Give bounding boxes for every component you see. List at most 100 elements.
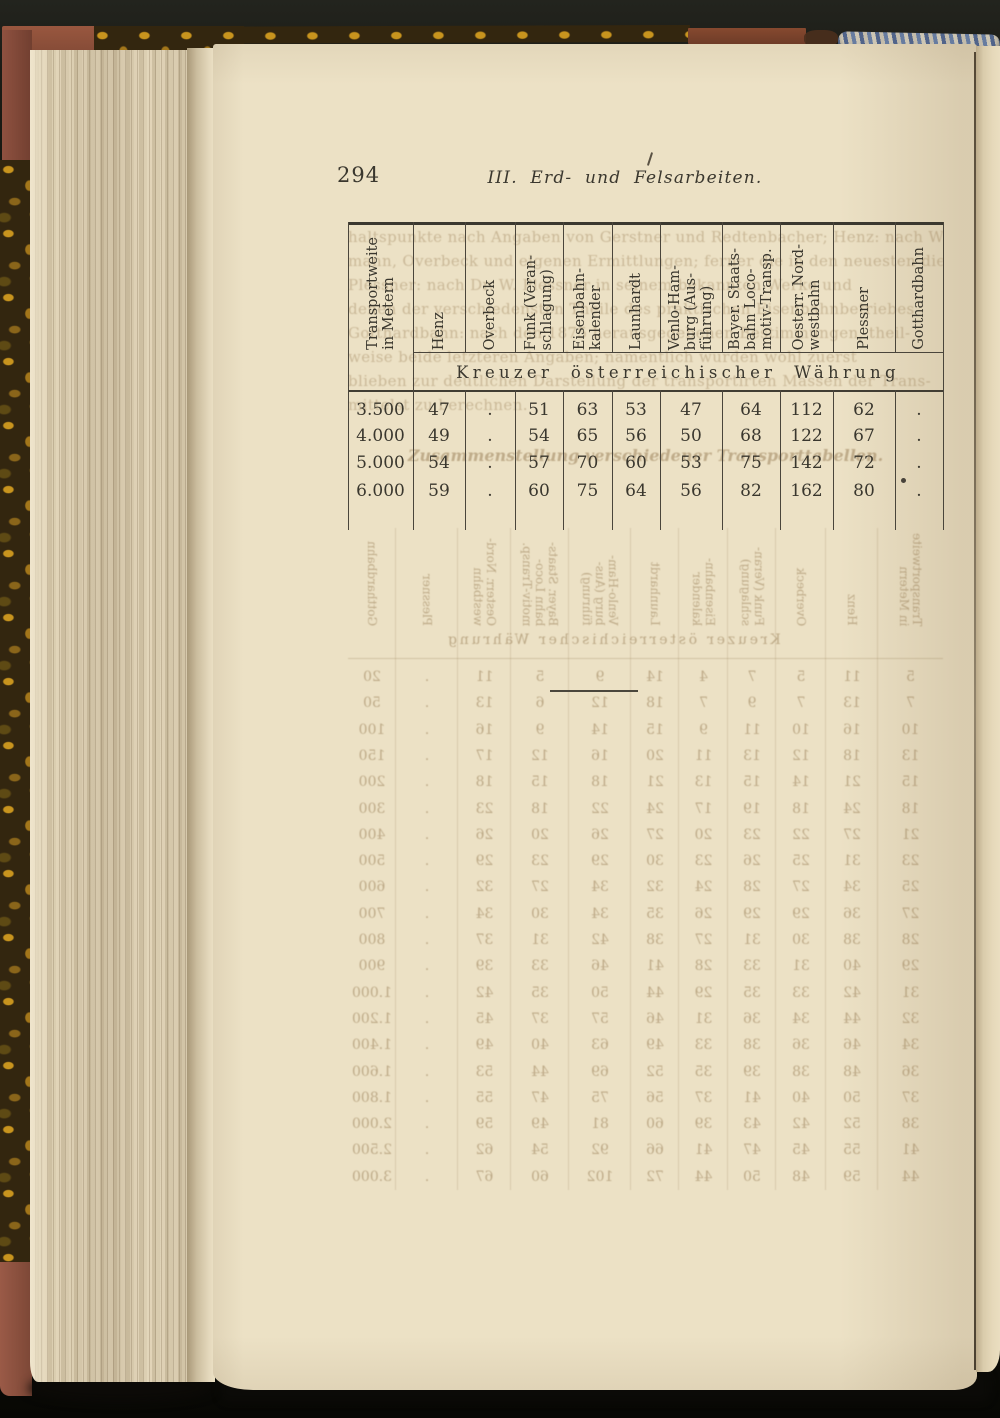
show-through-cell: 38	[743, 1037, 761, 1054]
show-through-cell: 41	[743, 1089, 761, 1106]
table-row-label: 5.000	[356, 453, 405, 473]
show-through-cell: 54	[531, 1142, 549, 1159]
table-cell: 60	[625, 453, 647, 473]
show-through-cell: 36	[792, 1037, 810, 1054]
show-through-row-label: 50	[363, 695, 381, 712]
show-through-cell: 14	[591, 721, 609, 738]
show-through-cell: .	[424, 1168, 430, 1185]
table-column-rule	[833, 390, 834, 530]
table-cell: 56	[625, 426, 647, 446]
show-through-cell: 35	[743, 984, 761, 1001]
show-through-cell: 42	[475, 984, 494, 1001]
table-cell: 49	[428, 426, 450, 446]
show-through-header-cell: Plessner	[396, 528, 458, 626]
show-through-cell: .	[424, 1010, 430, 1027]
table-column-rule	[563, 222, 564, 352]
show-through-cell: 5	[906, 669, 915, 685]
show-through-cell: 27	[531, 879, 549, 896]
show-through-cell: 15	[743, 774, 761, 791]
table-cell: 75	[576, 481, 599, 501]
show-through-cell: 29	[475, 853, 494, 870]
table-cell: .	[916, 400, 922, 420]
table-cell: 56	[680, 481, 702, 501]
show-through-cell: .	[424, 695, 430, 712]
show-through-cell: 44	[531, 1063, 549, 1080]
show-through-cell: .	[424, 1116, 430, 1133]
headband-knot	[804, 30, 838, 47]
table-mid-rule	[348, 390, 943, 392]
table-column-rule	[612, 222, 613, 352]
show-through-cell: 59	[475, 1116, 494, 1133]
show-through-cell: 26	[591, 826, 609, 843]
show-through-cell: 30	[646, 853, 664, 870]
show-through-cell: 14	[646, 669, 664, 685]
show-through-cell: 15	[646, 721, 664, 738]
table-header-label: Overbeck	[482, 279, 498, 350]
marbled-fore-edge	[0, 160, 32, 1264]
show-through-cell: 42	[843, 984, 861, 1001]
show-through-cell: 38	[843, 932, 861, 948]
show-through-cell: 34	[475, 905, 494, 922]
show-through-cell: 38	[646, 932, 664, 948]
show-through-cell: 36	[843, 905, 861, 922]
show-through-cell: 14	[792, 774, 810, 791]
show-through-table: Transportweite in Metern Henz Overbeck Funk…	[348, 528, 943, 1193]
table-cell: 112	[790, 400, 823, 420]
table-column-rule	[895, 390, 896, 530]
show-through-cell: 47	[531, 1089, 549, 1106]
show-through-cell: .	[424, 853, 430, 870]
show-through-cell: 37	[531, 1010, 549, 1027]
show-through-header-label: Transportweite in Metern	[897, 532, 925, 626]
show-through-row-label: 1.000	[351, 984, 393, 1001]
table-column-rule	[515, 390, 516, 530]
show-through-row-label: 1.400	[351, 1037, 393, 1054]
show-through-cell: 18	[591, 774, 609, 791]
show-through-row-label: 100	[358, 721, 386, 738]
show-through-cell: 10	[792, 721, 810, 738]
show-through-cell: 39	[694, 1116, 713, 1133]
show-through-cell: 29	[901, 958, 920, 975]
show-through-cell: 45	[792, 1142, 810, 1159]
show-through-cell: 18	[901, 800, 920, 817]
show-through-cell: 11	[843, 669, 861, 685]
show-through-cell: 31	[843, 853, 861, 870]
table-column-rule	[943, 222, 944, 530]
table-column-rule	[660, 222, 661, 352]
show-through-cell: 37	[901, 1089, 920, 1106]
table-cell: 72	[853, 453, 875, 473]
show-through-cell: 67	[475, 1168, 494, 1185]
show-through-cell: 36	[901, 1063, 920, 1080]
show-through-row-label: 2.500	[351, 1142, 393, 1159]
show-through-header-label: Bayer. Staats- bahn Loco- motiv-Transp.	[520, 541, 561, 626]
show-through-cell: 36	[743, 1010, 761, 1027]
show-through-cell: 26	[694, 905, 713, 922]
show-through-cell: 27	[646, 826, 664, 843]
table-cell: 53	[680, 453, 702, 473]
show-through-cell: 21	[843, 774, 861, 791]
leather-corner-top-left	[2, 30, 32, 170]
show-through-header-cell: Launhardt	[631, 528, 679, 626]
show-through-cell: 43	[743, 1116, 761, 1133]
show-through-header-cell: Funk (Veran- schlagung)	[728, 528, 776, 626]
show-through-cell: 37	[475, 932, 494, 948]
table-cell: 122	[790, 426, 823, 446]
table-cell: .	[487, 481, 493, 501]
show-through-cell: 5	[535, 669, 545, 685]
show-through-row-label: 2.000	[351, 1116, 393, 1133]
show-through-cell: 60	[646, 1116, 664, 1133]
show-through-cell: 31	[792, 958, 810, 975]
show-through-cell: 55	[843, 1142, 861, 1159]
show-through-cell: 27	[843, 826, 861, 843]
show-through-line: blieben zur deutlichen Darstellung der t…	[348, 372, 932, 390]
show-through-cell: 31	[743, 932, 761, 948]
table-header-label: Eisenbahn- kalender	[571, 267, 604, 350]
show-through-cell: 52	[646, 1063, 664, 1080]
show-through-cell: 27	[901, 905, 920, 922]
show-through-header-label: Gotthardbahn	[365, 540, 380, 626]
show-through-cell: 26	[743, 853, 761, 870]
table-cell: 50	[680, 426, 702, 446]
show-through-cell: .	[424, 800, 430, 817]
show-through-cell: 33	[531, 958, 549, 975]
show-through-cell: 15	[531, 774, 549, 791]
